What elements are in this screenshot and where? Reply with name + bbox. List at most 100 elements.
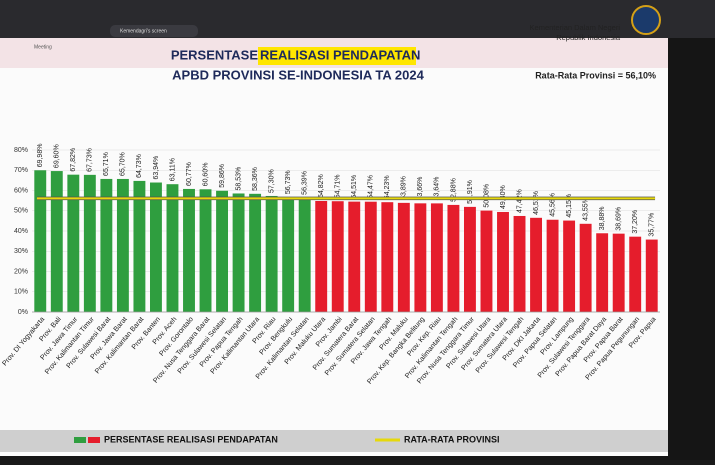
logo — [631, 5, 661, 35]
value-label: 54,47% — [368, 175, 375, 199]
subtitle: APBD PROVINSI SE-INDONESIA TA 2024 — [172, 67, 424, 82]
y-tick-label: 0% — [18, 309, 28, 316]
bar — [149, 182, 162, 312]
bar — [331, 201, 344, 312]
y-tick-label: 80% — [14, 147, 28, 154]
bar — [563, 220, 576, 312]
legend-swatch — [88, 437, 100, 443]
value-label: 58,53% — [235, 167, 242, 191]
legend-label: PERSENTASE REALISASI PENDAPATAN — [104, 434, 278, 444]
bar — [414, 203, 427, 312]
average-label: Rata-Rata Provinsi = 56,10% — [535, 70, 656, 80]
bar — [480, 210, 493, 312]
bar — [100, 178, 113, 312]
bar — [83, 174, 96, 312]
bar — [249, 193, 262, 312]
y-tick-label: 30% — [14, 248, 28, 255]
y-tick-label: 10% — [14, 289, 28, 296]
value-label: 67,82% — [70, 148, 77, 172]
value-label: 54,71% — [335, 174, 342, 198]
bar — [34, 170, 47, 312]
value-label: 38,88% — [599, 207, 606, 231]
value-label: 69,60% — [54, 144, 61, 168]
value-label: 58,36% — [252, 167, 259, 191]
bar — [216, 190, 229, 312]
bar — [348, 201, 361, 312]
bar — [67, 174, 80, 312]
y-tick-label: 50% — [14, 208, 28, 215]
tab[interactable] — [110, 25, 198, 37]
app-label: Meeting — [34, 44, 52, 50]
bar — [133, 180, 146, 312]
bar — [513, 215, 526, 312]
value-label: 52,88% — [450, 178, 457, 202]
value-label: 67,73% — [87, 148, 94, 172]
value-label: 60,60% — [202, 163, 209, 187]
value-label: 37,20% — [632, 210, 639, 234]
bar — [282, 197, 295, 312]
bar — [612, 233, 625, 312]
value-label: 43,55% — [582, 197, 589, 221]
bar — [447, 204, 460, 312]
value-label: 63,11% — [169, 158, 176, 181]
bar — [265, 195, 278, 312]
bar — [298, 197, 311, 312]
value-label: 57,30% — [268, 169, 275, 193]
value-label: 53,64% — [434, 177, 441, 201]
bar — [50, 171, 63, 312]
value-label: 51,91% — [467, 180, 474, 204]
bar — [397, 202, 410, 312]
bar — [530, 217, 543, 312]
value-label: 38,69% — [616, 207, 623, 231]
value-label: 65,71% — [103, 152, 110, 176]
bar — [546, 219, 559, 312]
value-label: 45,56% — [549, 193, 556, 217]
org-country: Republik Indonesia — [556, 33, 621, 42]
bar — [364, 201, 377, 312]
legend-band — [0, 430, 668, 452]
legend-label: RATA-RATA PROVINSI — [404, 434, 500, 444]
bar — [629, 236, 642, 312]
value-label: 47,42% — [516, 189, 523, 213]
value-label: 54,82% — [318, 174, 325, 198]
legend-swatch — [74, 437, 86, 443]
bar — [645, 239, 658, 312]
value-label: 54,23% — [384, 175, 391, 199]
value-label: 56,39% — [302, 171, 309, 195]
value-label: 53,89% — [401, 176, 408, 200]
y-tick-label: 40% — [14, 228, 28, 235]
bar — [166, 184, 179, 312]
title-part: PERSENTASE — [171, 47, 258, 62]
value-label: 35,77% — [649, 213, 656, 237]
value-label: 65,70% — [120, 152, 127, 176]
bar — [315, 200, 328, 312]
value-label: 64,73% — [136, 154, 143, 178]
bar — [596, 233, 609, 312]
value-label: 69,98% — [37, 144, 44, 168]
tab-label: Kemendagri's screen — [120, 28, 167, 34]
y-tick-label: 70% — [14, 167, 28, 174]
value-label: 54,51% — [351, 175, 358, 199]
value-label: 59,86% — [219, 164, 226, 188]
bar — [116, 178, 129, 312]
value-label: 60,77% — [186, 162, 193, 186]
value-label: 46,51% — [533, 191, 540, 215]
bar — [183, 188, 195, 312]
value-label: 53,66% — [417, 177, 424, 201]
bar — [430, 203, 443, 312]
org-name: Kementerian Dalam Negeri — [530, 23, 621, 32]
bar — [199, 189, 212, 312]
value-label: 50,08% — [483, 184, 490, 208]
value-label: 63,94% — [153, 156, 160, 180]
title-highlight — [258, 47, 416, 65]
value-label: 45,15% — [566, 194, 573, 218]
bar — [579, 223, 592, 312]
y-tick-label: 20% — [14, 268, 28, 275]
bar — [463, 206, 476, 312]
title-highlight-text: REALISASI PENDAPATAN — [260, 47, 420, 62]
y-tick-label: 60% — [14, 187, 28, 194]
bar — [381, 202, 394, 312]
bar — [497, 211, 509, 312]
bar — [232, 193, 245, 312]
